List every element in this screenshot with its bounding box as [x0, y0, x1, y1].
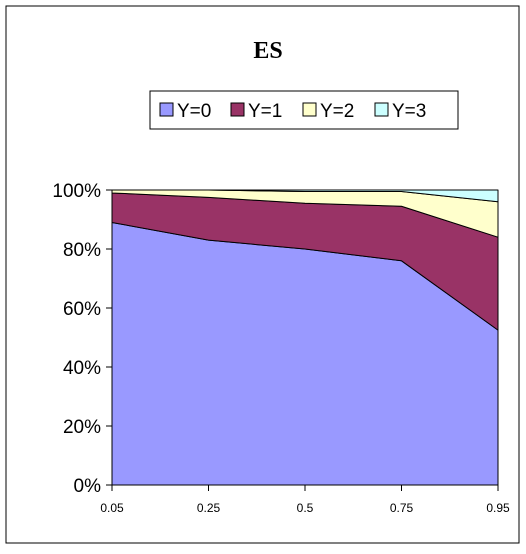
y-tick-label: 100%: [52, 181, 101, 202]
y-tick-label: 60%: [63, 299, 101, 320]
legend: Y=0 Y=1 Y=2 Y=3: [149, 90, 459, 130]
legend-swatch-y2: [302, 102, 317, 117]
y-tick-label: 20%: [63, 417, 101, 438]
legend-label-y3: Y=3: [392, 101, 426, 122]
x-tick-label: 0.75: [390, 501, 414, 515]
x-tick-label: 0.05: [100, 501, 124, 515]
y-tick-label: 0%: [74, 476, 102, 497]
y-tick-label: 80%: [63, 240, 101, 261]
plot-area: [111, 189, 499, 486]
legend-label-y0: Y=0: [177, 101, 211, 122]
axes: 0% 20% 40% 60% 80% 100% 0.05 0.25 0.5 0.75 0.95: [52, 181, 510, 515]
x-tick-label: 0.25: [197, 501, 221, 515]
legend-swatch-y0: [159, 102, 174, 117]
legend-label-y2: Y=2: [320, 101, 354, 122]
x-tick-label: 0.95: [486, 501, 510, 515]
x-tick-label: 0.5: [297, 501, 314, 515]
legend-swatch-y3: [374, 102, 389, 117]
y-tick-label: 40%: [63, 358, 101, 379]
legend-swatch-y1: [230, 102, 245, 117]
chart-title: ES: [253, 38, 282, 64]
area-series-y3: [111, 189, 499, 203]
legend-label-y1: Y=1: [248, 101, 282, 122]
